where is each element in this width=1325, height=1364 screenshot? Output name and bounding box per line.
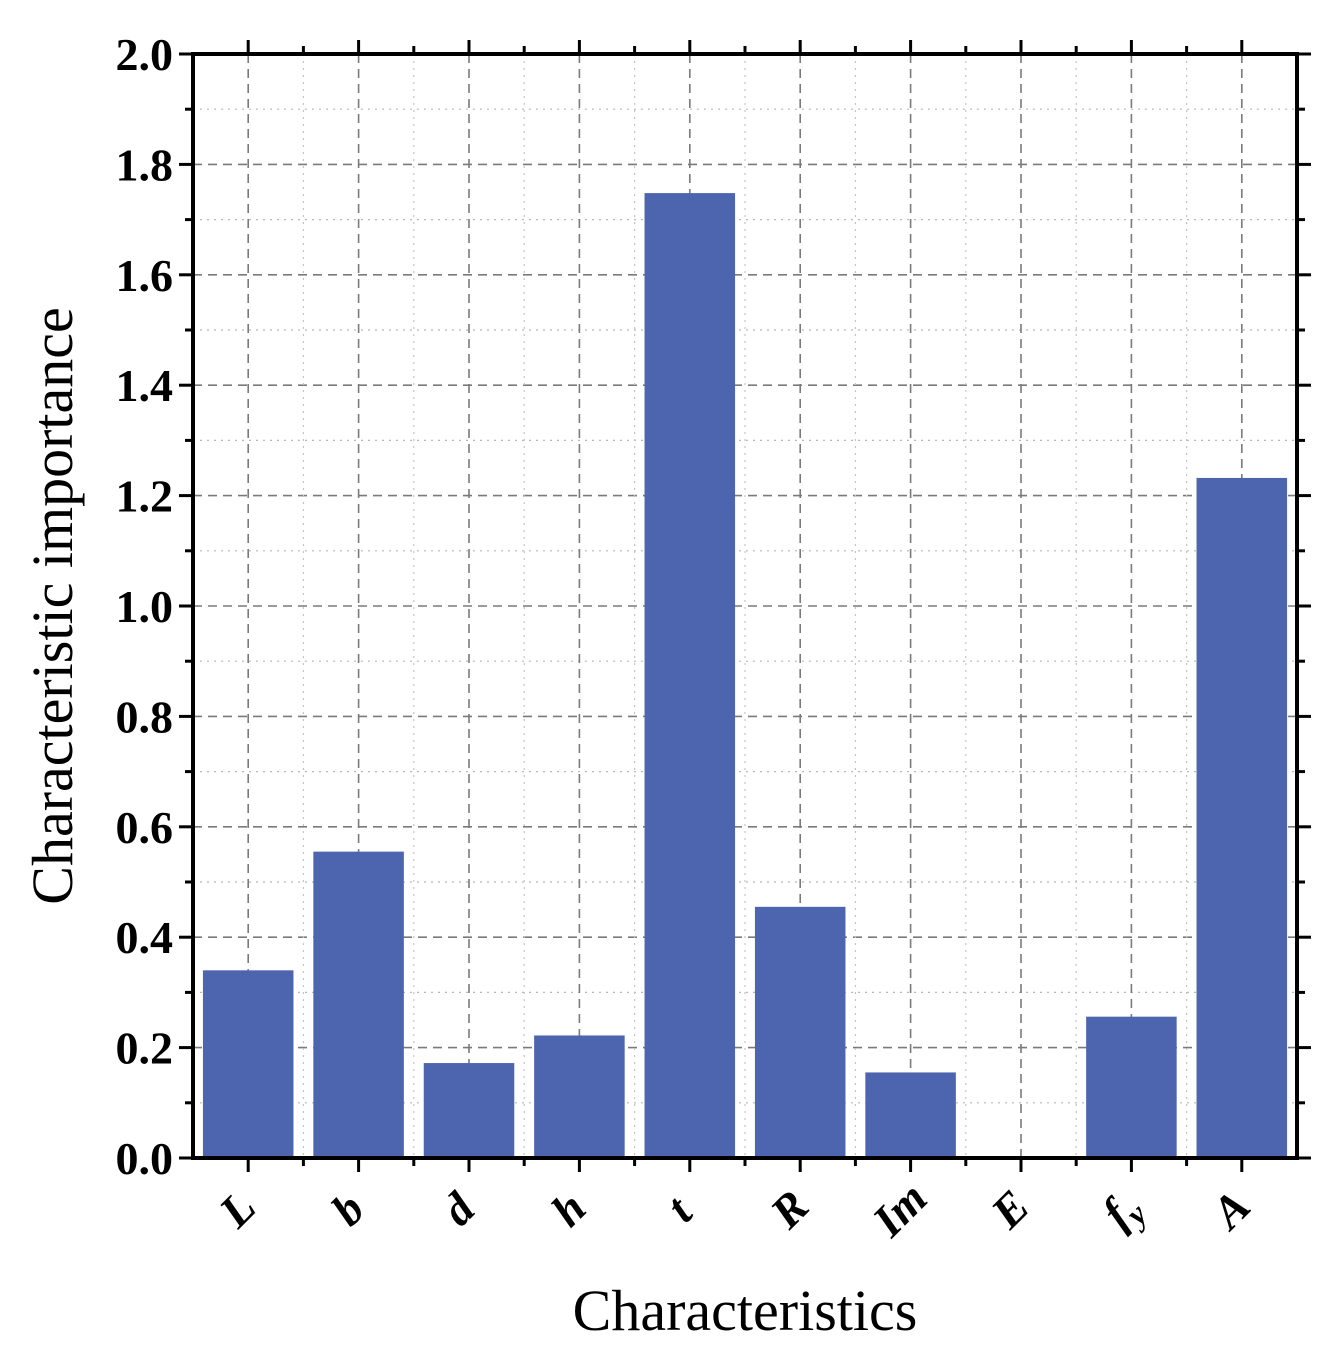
x-tick-label: A: [1200, 1180, 1260, 1240]
axis-ticks: [179, 40, 1311, 1172]
bar-h: [534, 1035, 625, 1158]
y-tick-label: 1.0: [116, 581, 174, 632]
y-tick-label: 1.6: [116, 250, 174, 301]
y-tick-label: 1.8: [116, 139, 174, 190]
bar-im: [865, 1072, 956, 1158]
y-tick-label: 0.6: [116, 802, 174, 853]
y-tick-label: 0.0: [116, 1133, 174, 1184]
y-axis-title: Characteristic importance: [20, 307, 85, 904]
bar-b: [313, 851, 404, 1158]
x-tick-label: E: [980, 1180, 1038, 1238]
bar-a: [1196, 477, 1288, 1158]
x-tick-label: L: [209, 1181, 266, 1238]
x-axis-title: Characteristics: [573, 1278, 918, 1343]
bar-d: [423, 1063, 515, 1158]
y-tick-label: 2.0: [116, 29, 174, 80]
bar-r: [754, 906, 846, 1158]
x-tick-label: Im: [862, 1172, 937, 1247]
bars: [202, 193, 1288, 1158]
y-tick-label: 1.4: [116, 360, 174, 411]
y-tick-label: 1.2: [116, 471, 174, 522]
x-tick-label: R: [760, 1180, 818, 1238]
bar-l: [202, 970, 294, 1158]
y-tick-label: 0.4: [116, 912, 174, 963]
x-tick-label: h: [541, 1182, 595, 1236]
bar-t: [644, 193, 736, 1158]
bar-fy: [1086, 1016, 1177, 1158]
y-tick-label: 0.8: [116, 691, 174, 742]
y-tick-labels: 0.0 0.2 0.4 0.6 0.8 1.0 1.2 1.4 1.6 1.8 2.0: [116, 29, 174, 1184]
x-tick-label: fy: [1092, 1180, 1154, 1242]
y-tick-label: 0.2: [116, 1023, 174, 1074]
x-tick-label: d: [432, 1182, 485, 1235]
x-tick-label: b: [321, 1183, 373, 1235]
x-tick-label: t: [656, 1186, 702, 1232]
